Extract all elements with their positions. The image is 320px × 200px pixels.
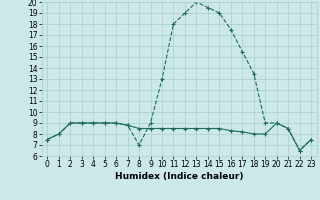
X-axis label: Humidex (Indice chaleur): Humidex (Indice chaleur): [115, 172, 244, 181]
